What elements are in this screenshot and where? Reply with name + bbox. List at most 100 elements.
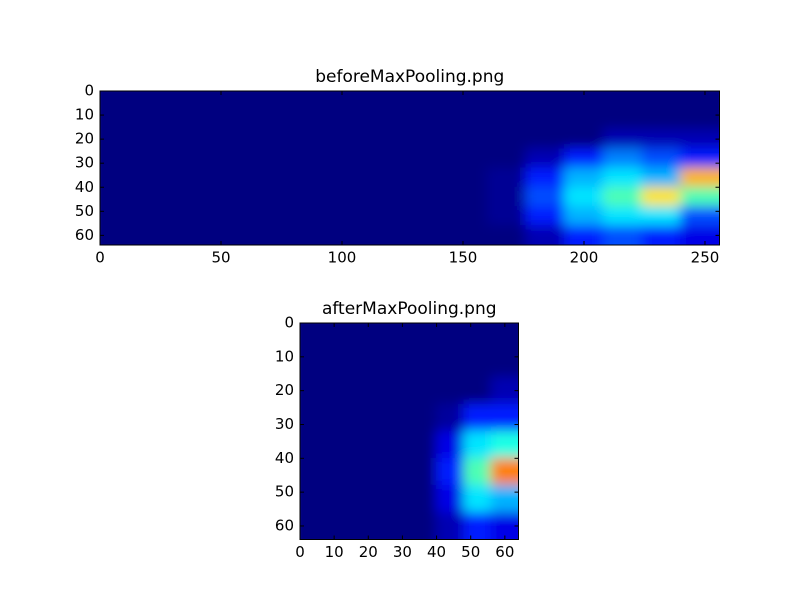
heatmap-cell bbox=[641, 109, 682, 130]
heatmap-cell bbox=[486, 186, 527, 207]
heatmap-cell bbox=[408, 349, 438, 378]
heatmap-cell bbox=[370, 206, 411, 227]
x-tick-label: 0 bbox=[95, 249, 105, 267]
heatmap-cell bbox=[254, 186, 295, 207]
heatmap-cell bbox=[463, 457, 492, 486]
heatmap-cell bbox=[602, 109, 643, 130]
heatmap-cell bbox=[409, 167, 449, 188]
y-tick-label: 0 bbox=[84, 82, 94, 100]
heatmap-cell bbox=[447, 109, 488, 130]
heatmap-cell bbox=[408, 403, 438, 432]
heatmap-cell bbox=[490, 376, 519, 405]
heatmap-cell bbox=[564, 148, 604, 169]
heatmap-cell bbox=[409, 129, 449, 150]
heatmap-cell bbox=[326, 430, 356, 459]
heatmap-cell bbox=[447, 91, 488, 112]
x-tick-label: 20 bbox=[359, 543, 378, 561]
heatmap-cell bbox=[293, 148, 333, 169]
heatmap-cell bbox=[463, 349, 492, 378]
x-tick-label: 30 bbox=[393, 543, 412, 561]
heatmap-cell bbox=[408, 457, 438, 486]
heatmap-cell bbox=[602, 225, 643, 245]
heatmap-cell bbox=[100, 225, 140, 245]
heatmap-cell bbox=[490, 323, 519, 352]
heatmap-cell bbox=[564, 91, 604, 112]
heatmap-cell bbox=[326, 323, 356, 352]
heatmap-cell bbox=[300, 376, 329, 405]
heatmap-cell bbox=[680, 129, 720, 150]
heatmap-cell bbox=[408, 484, 438, 513]
heatmap-cell bbox=[215, 206, 256, 227]
heatmap-cell bbox=[138, 109, 178, 130]
x-tick-label: 100 bbox=[328, 249, 357, 267]
heatmap-cell bbox=[564, 109, 604, 130]
heatmap-cell bbox=[354, 323, 383, 352]
heatmap-cell bbox=[680, 91, 720, 112]
heatmap-cell bbox=[486, 129, 527, 150]
y-tick-label: 10 bbox=[275, 347, 294, 365]
heatmap-cell bbox=[525, 167, 566, 188]
heatmap-cell bbox=[215, 186, 256, 207]
heatmap-cell bbox=[326, 403, 356, 432]
heatmap-cell bbox=[463, 323, 492, 352]
heatmap-cell bbox=[490, 403, 519, 432]
heatmap-cell bbox=[354, 349, 383, 378]
heatmap-cell bbox=[176, 148, 217, 169]
heatmap-cell bbox=[254, 206, 295, 227]
heatmap-cell bbox=[680, 206, 720, 227]
heatmap-cell bbox=[254, 167, 295, 188]
heatmap-cell bbox=[680, 109, 720, 130]
heatmap-cell bbox=[370, 91, 411, 112]
heatmap-cell bbox=[354, 376, 383, 405]
heatmap-cell bbox=[436, 430, 465, 459]
heatmap-cell bbox=[641, 225, 682, 245]
heatmap-cell bbox=[641, 91, 682, 112]
heatmap-cell bbox=[100, 148, 140, 169]
heatmap-cell bbox=[326, 376, 356, 405]
heatmap-cell bbox=[326, 511, 356, 540]
heatmap-cell bbox=[381, 376, 410, 405]
heatmap-cell bbox=[447, 225, 488, 245]
x-tick-label: 250 bbox=[691, 249, 720, 267]
y-tick-label: 30 bbox=[275, 415, 294, 433]
heatmap-cell bbox=[331, 109, 372, 130]
heatmap-cell bbox=[331, 206, 372, 227]
heatmap-cell bbox=[436, 403, 465, 432]
heatmap-cell bbox=[300, 457, 329, 486]
heatmap-cell bbox=[447, 148, 488, 169]
heatmap-cell bbox=[176, 91, 217, 112]
heatmap-cell bbox=[409, 225, 449, 245]
heatmap-cell bbox=[564, 225, 604, 245]
heatmap-cell bbox=[409, 148, 449, 169]
heatmap-cell bbox=[138, 148, 178, 169]
heatmap-cell bbox=[641, 206, 682, 227]
heatmap-cell bbox=[463, 376, 492, 405]
x-tick-label: 10 bbox=[325, 543, 344, 561]
heatmap-cell bbox=[354, 484, 383, 513]
heatmap-cell bbox=[525, 225, 566, 245]
heatmap-cell bbox=[254, 129, 295, 150]
y-tick-label: 40 bbox=[275, 449, 294, 467]
heatmap-cell bbox=[331, 129, 372, 150]
heatmap-cell bbox=[463, 511, 492, 540]
y-tick-label: 40 bbox=[75, 178, 94, 196]
x-tick-label: 60 bbox=[495, 543, 514, 561]
heatmap-cell bbox=[490, 511, 519, 540]
chart-title: afterMaxPooling.png bbox=[322, 299, 497, 319]
heatmap-cell bbox=[525, 109, 566, 130]
heatmap-cell bbox=[293, 91, 333, 112]
heatmap-cell bbox=[293, 186, 333, 207]
heatmap-cell bbox=[447, 206, 488, 227]
heatmap-cell bbox=[254, 109, 295, 130]
y-tick-label: 20 bbox=[75, 130, 94, 148]
heatmap-cell bbox=[215, 167, 256, 188]
chart-title: beforeMaxPooling.png bbox=[315, 67, 504, 87]
heatmap-cell bbox=[525, 206, 566, 227]
y-tick-label: 60 bbox=[75, 226, 94, 244]
heatmap-cell bbox=[641, 186, 682, 207]
heatmap-cell bbox=[409, 206, 449, 227]
heatmap-cell bbox=[486, 109, 527, 130]
x-tick-label: 40 bbox=[427, 543, 446, 561]
heatmap-cell bbox=[370, 109, 411, 130]
heatmap-cell bbox=[254, 225, 295, 245]
